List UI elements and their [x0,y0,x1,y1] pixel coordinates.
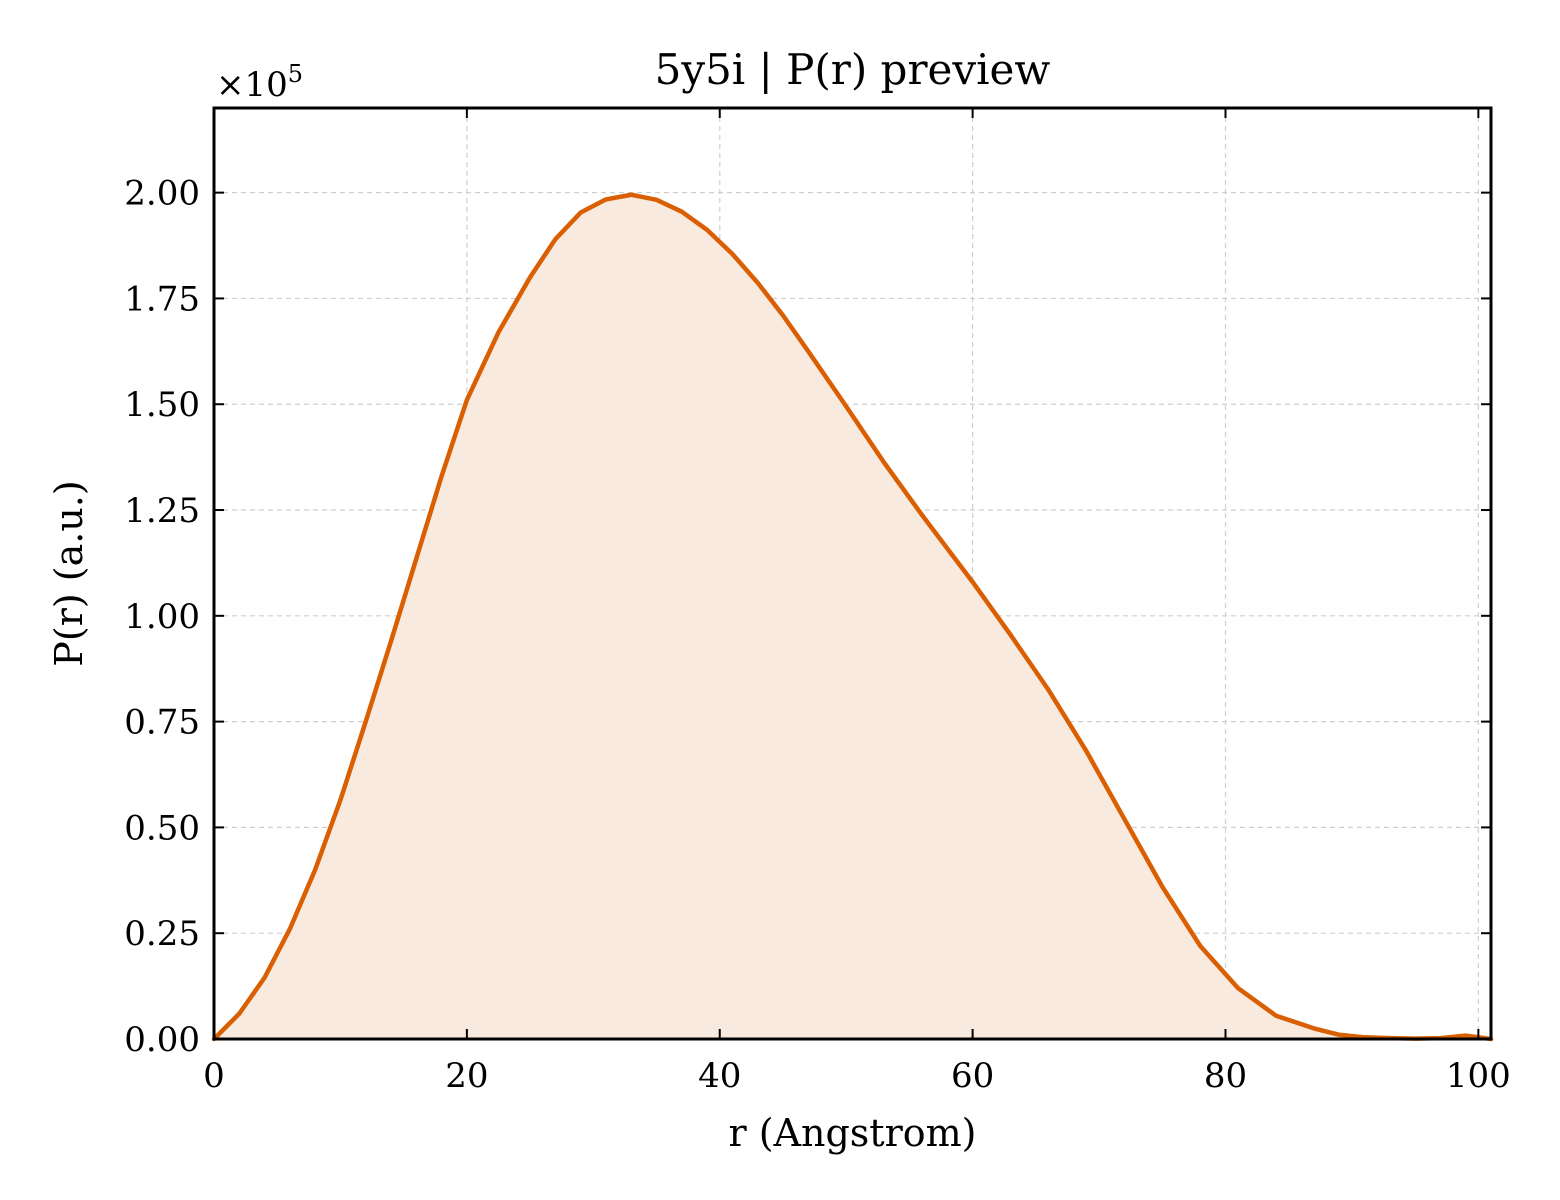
x-tick-label: 60 [951,1056,994,1096]
y-axis-multiplier: ×105 [216,60,303,105]
y-tick-label: 1.00 [124,597,200,637]
y-tick-label: 2.00 [124,174,200,214]
plot-frame [212,106,1493,1041]
y-tick-label: 1.25 [124,491,200,531]
x-tick-label: 40 [698,1056,741,1096]
x-tick-label: 20 [445,1056,488,1096]
y-tick-label: 0.75 [124,703,200,743]
series-line [211,192,1494,1042]
y-tick-label: 0.50 [124,808,200,848]
ticks-layer: 0 20 40 60 80 100 0.00 0.25 0.50 0.75 1.00 1.25 1.50… [124,108,1511,1096]
y-multiplier-exponent: 5 [288,60,303,88]
y-tick-label: 1.75 [124,279,200,319]
x-axis-label: r (Angstrom) [729,1111,977,1155]
area-fill [214,194,1491,1039]
y-axis-label: P(r) (a.u.) [47,480,91,666]
x-tick-label: 100 [1446,1056,1511,1096]
chart-title: 5y5i | P(r) preview [655,45,1051,94]
x-tick-label: 80 [1204,1056,1247,1096]
x-tick-label: 0 [203,1056,225,1096]
y-multiplier-base: ×10 [216,65,288,105]
y-tick-label: 0.00 [124,1020,200,1060]
y-tick-label: 0.25 [124,914,200,954]
y-tick-label: 1.50 [124,385,200,425]
